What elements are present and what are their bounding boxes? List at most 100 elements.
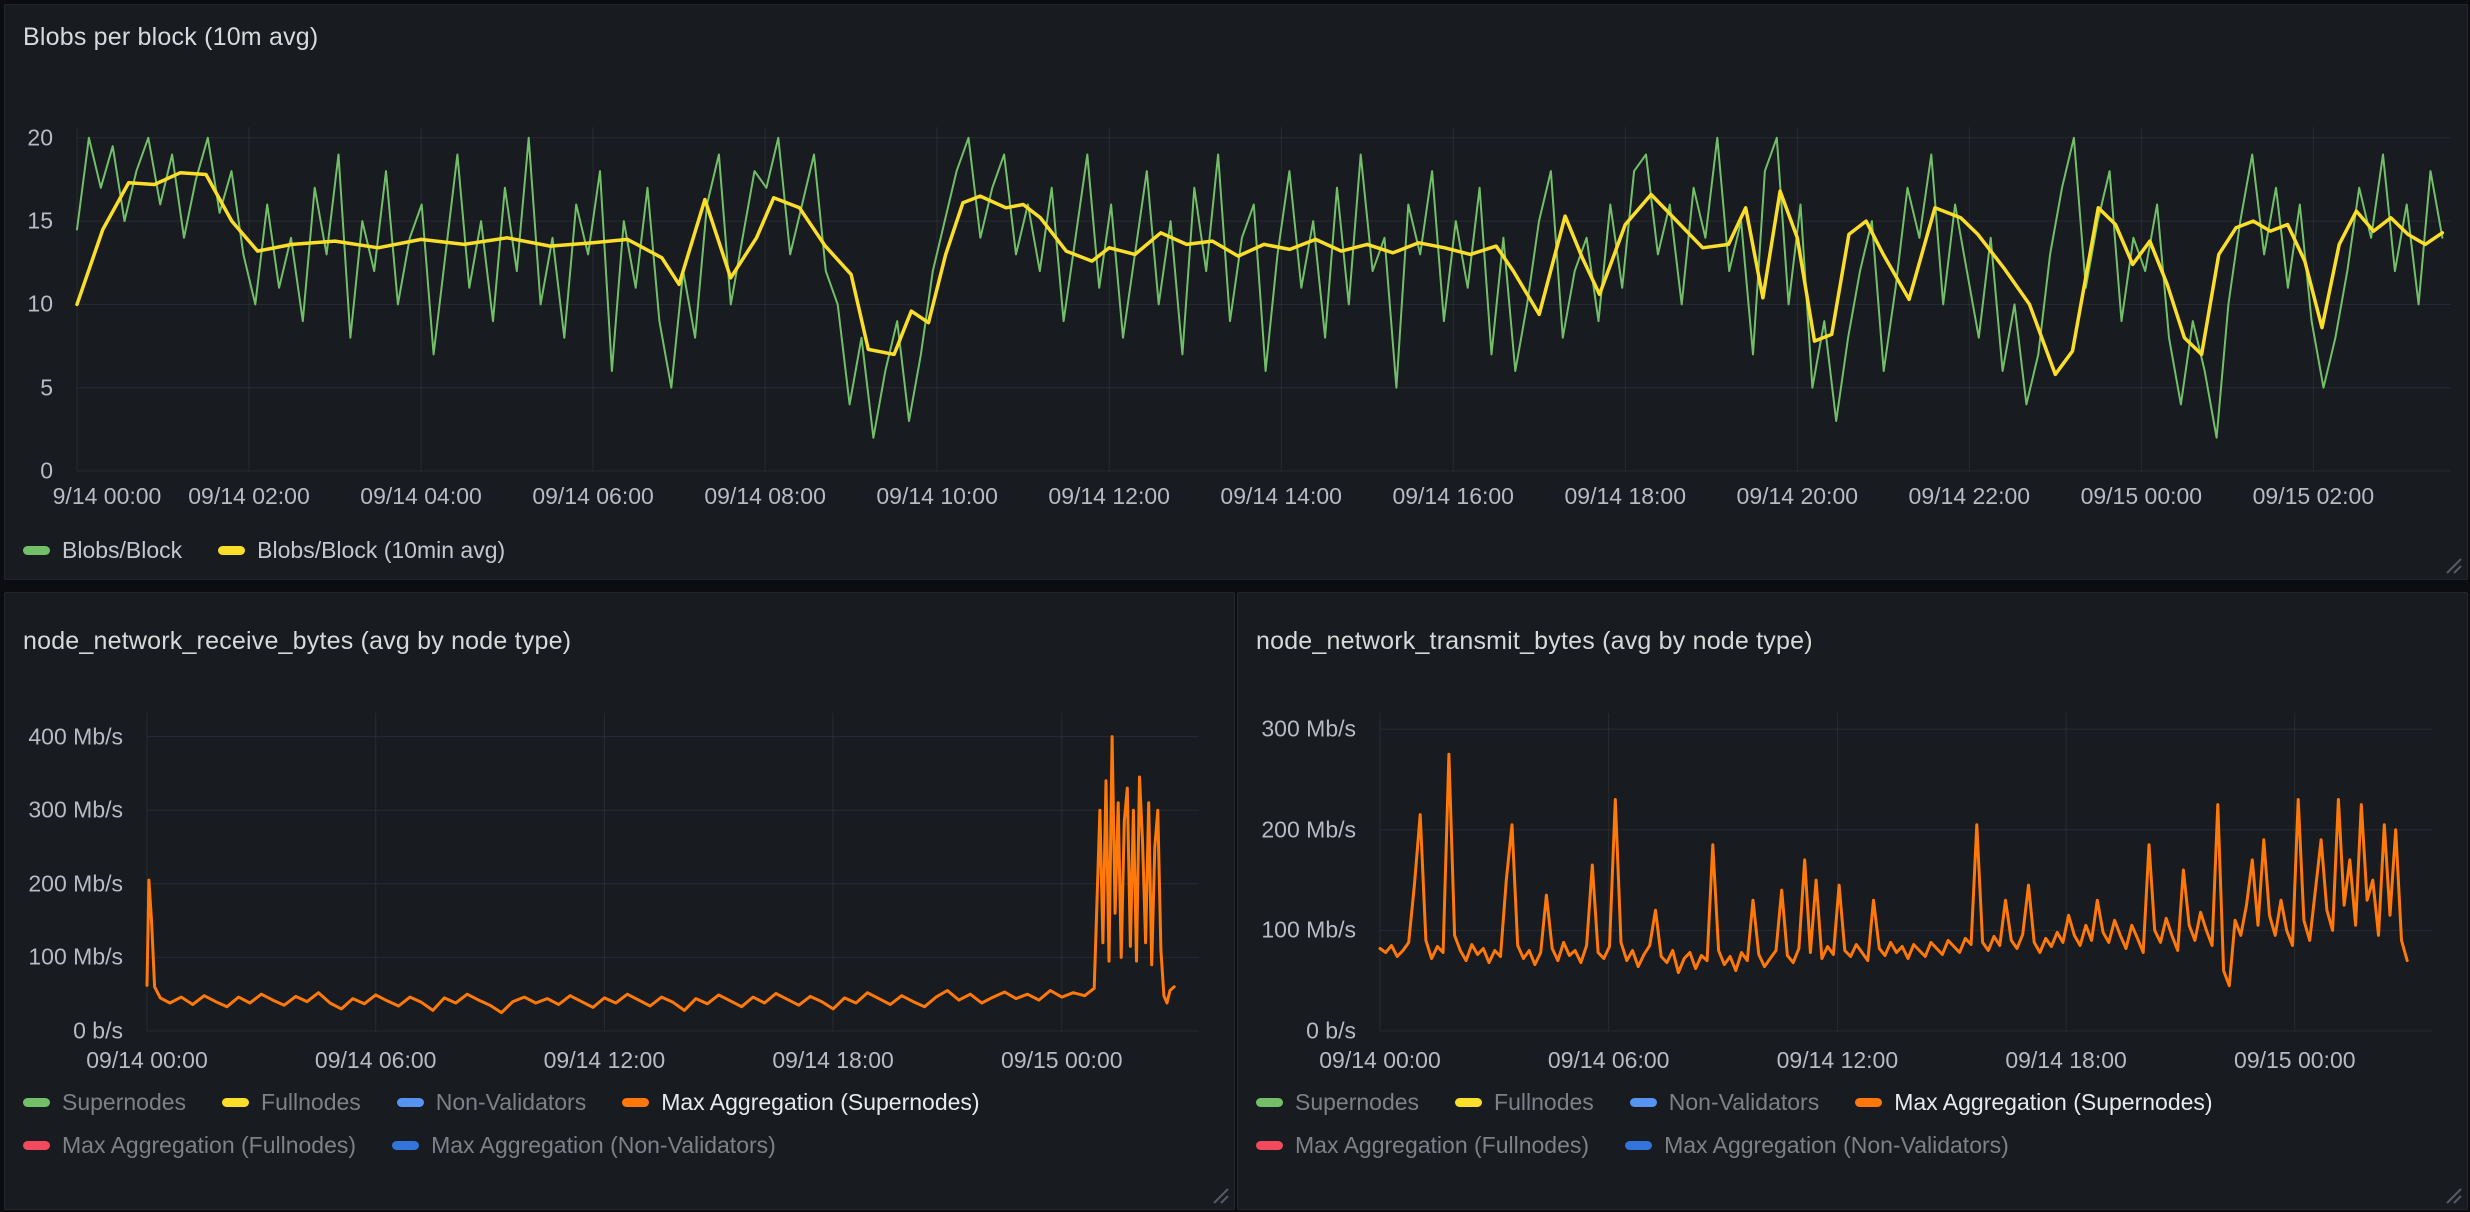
legend-item-max-aggregation-non-validators[interactable]: Max Aggregation (Non-Validators) bbox=[392, 1132, 776, 1159]
legend-item-fullnodes[interactable]: Fullnodes bbox=[1455, 1089, 1594, 1116]
y-tick-label: 200 Mb/s bbox=[1261, 816, 1356, 843]
legend-label: Max Aggregation (Non-Validators) bbox=[1664, 1132, 2009, 1158]
legend-label: Max Aggregation (Fullnodes) bbox=[1295, 1132, 1590, 1158]
x-tick-label: 09/14 06:00 bbox=[314, 1047, 437, 1073]
legend-swatch-icon bbox=[622, 1098, 650, 1107]
x-tick-label: 9/14 00:00 bbox=[52, 483, 162, 509]
y-tick-label: 100 Mb/s bbox=[1261, 916, 1356, 943]
legend-item-blobs-block[interactable]: Blobs/Block bbox=[23, 537, 182, 564]
legend-label: Max Aggregation (Fullnodes) bbox=[62, 1132, 357, 1158]
legend-item-supernodes[interactable]: Supernodes bbox=[23, 1089, 186, 1116]
legend-label: Fullnodes bbox=[1494, 1089, 1594, 1115]
y-tick-label: 10 bbox=[27, 290, 53, 317]
x-tick-label: 09/14 04:00 bbox=[360, 483, 482, 509]
chart-canvas[interactable] bbox=[145, 713, 1199, 1032]
x-tick-label: 09/15 00:00 bbox=[2080, 483, 2203, 509]
legend-row: Supernodes Fullnodes Non-Validators Max Agg… bbox=[23, 1089, 980, 1116]
legend-row: Supernodes Fullnodes Non-Validators Max Agg… bbox=[1256, 1089, 2213, 1116]
chart-canvas[interactable] bbox=[75, 127, 2451, 472]
panel-blobs-per-block: Blobs per block (10m avg) 0 5 10 15 20 9/14 … bbox=[4, 4, 2468, 580]
x-axis: 09/14 00:00 09/14 06:00 09/14 12:00 09/14 1… bbox=[86, 1047, 1199, 1079]
x-tick-label: 09/14 02:00 bbox=[188, 483, 310, 509]
x-tick-label: 09/15 02:00 bbox=[2252, 483, 2375, 509]
x-axis: 9/14 00:00 09/14 02:00 09/14 04:00 09/14 06… bbox=[53, 483, 2451, 515]
legend-swatch-icon bbox=[392, 1141, 420, 1150]
panel-resize-handle-icon[interactable] bbox=[2443, 1185, 2463, 1205]
panel-network-receive: node_network_receive_bytes (avg by node … bbox=[4, 592, 1235, 1210]
x-tick-label: 09/14 00:00 bbox=[86, 1047, 208, 1073]
panel-resize-handle-icon[interactable] bbox=[1210, 1185, 1230, 1205]
legend-item-blobs-block-10min-avg[interactable]: Blobs/Block (10min avg) bbox=[218, 537, 505, 564]
legend-item-supernodes[interactable]: Supernodes bbox=[1256, 1089, 1419, 1116]
y-axis: 0 b/s 100 Mb/s 200 Mb/s 300 Mb/s 400 Mb/s bbox=[5, 713, 137, 1043]
x-tick-label: 09/14 20:00 bbox=[1736, 483, 1859, 509]
panel-title[interactable]: node_network_transmit_bytes (avg by node… bbox=[1256, 627, 1813, 655]
x-tick-label: 09/14 18:00 bbox=[1564, 483, 1687, 509]
legend-swatch-icon bbox=[23, 546, 50, 555]
y-tick-label: 5 bbox=[40, 374, 53, 401]
legend-item-max-aggregation-supernodes[interactable]: Max Aggregation (Supernodes) bbox=[1855, 1089, 2213, 1116]
legend-label: Non-Validators bbox=[435, 1089, 587, 1115]
y-tick-label: 15 bbox=[27, 207, 53, 234]
legend-item-non-validators[interactable]: Non-Validators bbox=[1629, 1089, 1820, 1116]
legend-swatch-icon bbox=[396, 1098, 424, 1107]
x-tick-label: 09/14 00:00 bbox=[1319, 1047, 1441, 1073]
panel-title[interactable]: node_network_receive_bytes (avg by node … bbox=[23, 627, 572, 655]
x-tick-label: 09/14 16:00 bbox=[1392, 483, 1514, 509]
x-tick-label: 09/15 00:00 bbox=[2234, 1047, 2356, 1073]
x-tick-label: 09/14 18:00 bbox=[2005, 1047, 2127, 1073]
legend-item-max-aggregation-supernodes[interactable]: Max Aggregation (Supernodes) bbox=[622, 1089, 980, 1116]
y-axis: 0 b/s 100 Mb/s 200 Mb/s 300 Mb/s bbox=[1238, 713, 1370, 1044]
legend-item-fullnodes[interactable]: Fullnodes bbox=[222, 1089, 361, 1116]
legend-item-non-validators[interactable]: Non-Validators bbox=[396, 1089, 587, 1116]
legend-label: Supernodes bbox=[1295, 1089, 1420, 1115]
legend-item-max-aggregation-fullnodes[interactable]: Max Aggregation (Fullnodes) bbox=[1256, 1132, 1589, 1159]
x-tick-label: 09/14 14:00 bbox=[1220, 483, 1342, 509]
y-tick-label: 20 bbox=[27, 124, 53, 151]
y-tick-label: 200 Mb/s bbox=[28, 870, 123, 897]
y-tick-label: 0 b/s bbox=[73, 1017, 123, 1044]
panel-title[interactable]: Blobs per block (10m avg) bbox=[23, 23, 319, 51]
y-axis: 0 5 10 15 20 bbox=[5, 124, 67, 483]
legend-swatch-icon bbox=[23, 1098, 50, 1107]
chart-canvas[interactable] bbox=[1378, 713, 2432, 1032]
panel-resize-handle-icon[interactable] bbox=[2443, 555, 2463, 575]
legend-row: Max Aggregation (Fullnodes) Max Aggregati… bbox=[1256, 1132, 2213, 1159]
legend-row: Blobs/Block Blobs/Block (10min avg) bbox=[23, 537, 505, 564]
x-tick-label: 09/14 12:00 bbox=[543, 1047, 666, 1073]
y-tick-label: 0 bbox=[40, 457, 53, 484]
legend-swatch-icon bbox=[1855, 1098, 1883, 1107]
panel-network-transmit: node_network_transmit_bytes (avg by node… bbox=[1237, 592, 2468, 1210]
legend-item-max-aggregation-fullnodes[interactable]: Max Aggregation (Fullnodes) bbox=[23, 1132, 356, 1159]
legend-label: Non-Validators bbox=[1668, 1089, 1820, 1115]
x-tick-label: 09/14 12:00 bbox=[1048, 483, 1170, 509]
legend-swatch-icon bbox=[1256, 1141, 1283, 1150]
legend-label: Supernodes bbox=[62, 1089, 187, 1115]
x-tick-label: 09/14 08:00 bbox=[704, 483, 826, 509]
legend-swatch-icon bbox=[218, 546, 246, 555]
x-tick-label: 09/14 18:00 bbox=[772, 1047, 894, 1073]
legend-swatch-icon bbox=[222, 1098, 250, 1107]
y-tick-label: 300 Mb/s bbox=[1261, 715, 1356, 742]
x-tick-label: 09/15 00:00 bbox=[1001, 1047, 1123, 1073]
x-axis: 09/14 00:00 09/14 06:00 09/14 12:00 09/14 1… bbox=[1319, 1047, 2432, 1079]
y-tick-label: 100 Mb/s bbox=[28, 943, 123, 970]
x-tick-label: 09/14 06:00 bbox=[1547, 1047, 1670, 1073]
chart-legend: Blobs/Block Blobs/Block (10min avg) bbox=[23, 537, 505, 564]
y-tick-label: 400 Mb/s bbox=[28, 723, 123, 750]
chart-legend: Supernodes Fullnodes Non-Validators Max Agg… bbox=[23, 1089, 980, 1159]
legend-label: Blobs/Block (10min avg) bbox=[257, 537, 506, 563]
legend-item-max-aggregation-non-validators[interactable]: Max Aggregation (Non-Validators) bbox=[1625, 1132, 2009, 1159]
legend-label: Blobs/Block bbox=[62, 537, 183, 563]
y-tick-label: 0 b/s bbox=[1306, 1017, 1356, 1044]
legend-label: Max Aggregation (Supernodes) bbox=[1894, 1089, 2213, 1115]
legend-swatch-icon bbox=[1629, 1098, 1657, 1107]
legend-label: Max Aggregation (Supernodes) bbox=[661, 1089, 980, 1115]
x-tick-label: 09/14 22:00 bbox=[1908, 483, 2031, 509]
legend-swatch-icon bbox=[1455, 1098, 1483, 1107]
x-tick-label: 09/14 06:00 bbox=[532, 483, 654, 509]
legend-swatch-icon bbox=[1625, 1141, 1653, 1150]
legend-swatch-icon bbox=[23, 1141, 50, 1150]
x-tick-label: 09/14 12:00 bbox=[1776, 1047, 1899, 1073]
